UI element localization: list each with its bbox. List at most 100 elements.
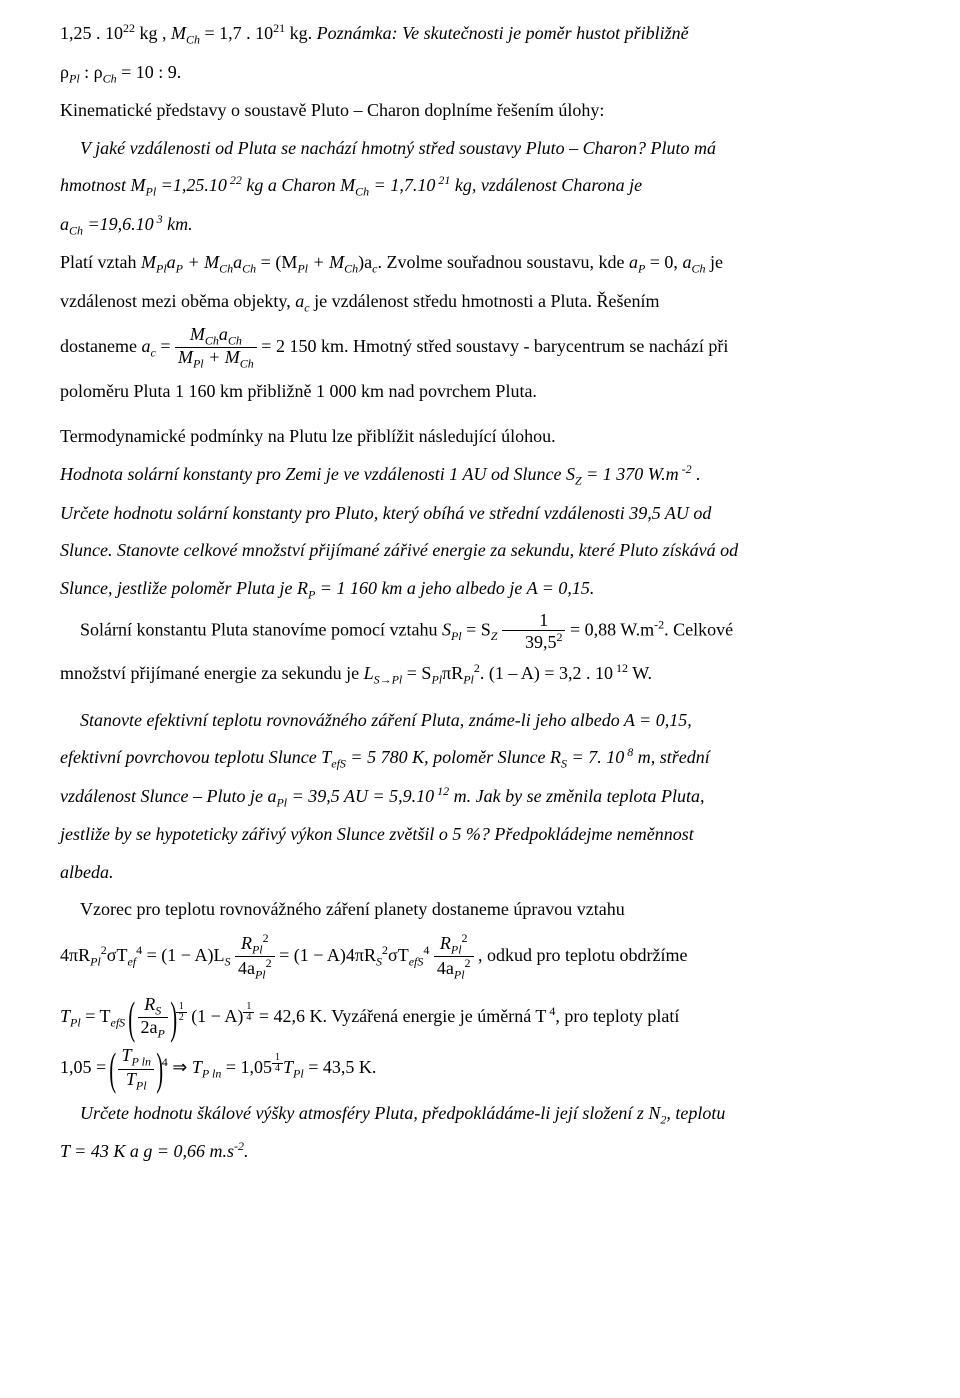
- p6m1: M: [141, 252, 156, 272]
- p25eq: = 1,05: [221, 1057, 272, 1077]
- p7: vzdálenost mezi oběma objekty,: [60, 291, 295, 311]
- p8dpl: + M: [204, 347, 240, 367]
- p26a: Určete hodnotu škálové výšky atmosféry P…: [80, 1103, 660, 1123]
- p8dc: Ch: [240, 356, 254, 370]
- p23pl3: Pl: [255, 967, 266, 981]
- p24T: T: [60, 1006, 70, 1026]
- p6pl2p: + M: [308, 252, 344, 272]
- p15-frac: 1 39,52: [502, 611, 566, 652]
- p1-eq-r: = 10 : 9.: [117, 62, 182, 82]
- p3: V jaké vzdálenosti od Pluta se nachází h…: [80, 138, 716, 158]
- p25T: T: [192, 1057, 202, 1077]
- p25T2: T: [283, 1057, 293, 1077]
- p15e: -2: [654, 618, 664, 632]
- p241mA: (1 − A): [191, 1006, 243, 1026]
- p23-frac1: RPl2 4aPl2: [235, 932, 275, 981]
- p1-rho-pl: Pl: [69, 71, 80, 85]
- p23d4a2: 4a: [437, 958, 454, 978]
- p21: albeda.: [60, 862, 114, 882]
- para-11: Hodnota solární konstanty pro Zemi je ve…: [60, 459, 912, 492]
- p25dPl: Pl: [136, 1078, 147, 1092]
- p14b: = 1 160 km a jeho albedo je A = 0,15.: [315, 578, 594, 598]
- p10: Termodynamické podmínky na Plutu lze při…: [60, 426, 556, 446]
- p11e: -2: [679, 462, 692, 476]
- p23e2: = (1 − A)4πR: [279, 945, 376, 965]
- p25Pln: P ln: [202, 1067, 221, 1081]
- p23pl: Pl: [90, 954, 101, 968]
- para-9: poloměru Pluta 1 160 km přibližně 1 000 …: [60, 376, 912, 408]
- p6s1: Pl: [156, 262, 167, 276]
- p15fde: 2: [556, 630, 562, 644]
- p18b: = 5 780 K, poloměr Slunce R: [346, 747, 561, 767]
- para-21: albeda.: [60, 857, 912, 889]
- para-5: aCh =19,6.10 3 km.: [60, 209, 912, 242]
- p23-frac2: RPl2 4aPl2: [434, 932, 474, 981]
- para-10: Termodynamické podmínky na Plutu lze při…: [60, 421, 912, 453]
- p4e: kg, vzdálenost Charona je: [450, 175, 642, 195]
- p8na: a: [219, 324, 228, 344]
- para-8: dostaneme ac = MChaCh MPl + MCh = 2 150 …: [60, 325, 912, 370]
- p11c: .: [692, 464, 701, 484]
- p9: poloměru Pluta 1 160 km přibližně 1 000 …: [60, 381, 537, 401]
- p23pl2: Pl: [252, 942, 263, 956]
- p24rest: Vyzářená energie je úměrná T: [331, 1006, 546, 1026]
- p19pl: Pl: [276, 795, 287, 809]
- p6ap: a: [167, 252, 176, 272]
- p16pi: πR: [442, 663, 463, 683]
- para-20: jestliže by se hypoteticky zářivý výkon …: [60, 819, 912, 851]
- p24nR: R: [144, 994, 155, 1014]
- p6pl2: Pl: [297, 262, 308, 276]
- p23n2: R: [440, 933, 451, 953]
- p8a: dostaneme: [60, 335, 141, 355]
- p1-ch-sub: Ch: [186, 33, 200, 47]
- p23pl3b: Pl: [454, 967, 465, 981]
- p23sig: σT: [107, 945, 128, 965]
- para-23-eq-line: 4πRPl2σTef4 = (1 − A)LS RPl2 4aPl2 = (1 …: [60, 932, 912, 981]
- p1-c: kg.: [285, 23, 317, 43]
- p6eq0: = 0,: [645, 252, 682, 272]
- p11: Hodnota solární konstanty pro Zemi je ve…: [60, 464, 575, 484]
- p25nT: T: [121, 1045, 131, 1065]
- p8b: = 2 150 km. Hmotný střed soustavy - bary…: [261, 335, 728, 355]
- p16pl: Pl: [431, 673, 442, 687]
- p8nc1: Ch: [205, 333, 219, 347]
- p16a: množství přijímané energie za sekundu je: [60, 663, 364, 683]
- p23sq2: 2: [263, 931, 269, 945]
- p11b: = 1 370 W.m: [582, 464, 679, 484]
- p6close: )a: [358, 252, 372, 272]
- p6je: je: [705, 252, 723, 272]
- half-exp: 12: [176, 1002, 187, 1024]
- quarter-exp: 14: [243, 1002, 254, 1024]
- p18e: 8: [624, 745, 633, 759]
- p23a: 4πR: [60, 945, 90, 965]
- p7ac: a: [295, 291, 304, 311]
- p15pl: Pl: [451, 629, 462, 643]
- p18c: = 7. 10: [567, 747, 624, 767]
- p24eq: = T: [81, 1006, 111, 1026]
- para-18: efektivní povrchovou teplotu Slunce TefS…: [60, 742, 912, 775]
- p25nPln: P ln: [132, 1055, 151, 1069]
- p5c: km.: [163, 214, 193, 234]
- p22: Vzorec pro teplotu rovnovážného záření p…: [80, 899, 625, 919]
- para-13: Slunce. Stanovte celkové množství přijím…: [60, 535, 912, 567]
- p6ch5: Ch: [691, 262, 705, 276]
- p1-a: 1,25 . 10: [60, 23, 123, 43]
- p16c: W.: [628, 663, 652, 683]
- p25arrow: ⇒: [172, 1057, 192, 1077]
- p19c: m. Jak by se změnila teplota Pluta,: [449, 786, 704, 806]
- p25-frac: TP ln TPl: [118, 1046, 153, 1091]
- p8eq: =: [156, 335, 175, 355]
- p1-M: M: [171, 23, 186, 43]
- para-16: množství přijímané energie za sekundu je…: [60, 658, 912, 691]
- p1-eq: = 1,7 . 10: [200, 23, 273, 43]
- p4d: = 1,7.10: [369, 175, 435, 195]
- p24pl: Pl: [70, 1015, 81, 1029]
- p11z: Z: [575, 474, 582, 488]
- p23d4a: 4a: [238, 958, 255, 978]
- p6ch2: Ch: [219, 262, 233, 276]
- p4e2: 21: [435, 173, 450, 187]
- p15z: Z: [491, 629, 498, 643]
- p25dT: T: [126, 1069, 136, 1089]
- p23e1: = (1 − A)L: [142, 945, 224, 965]
- p25pl2: Pl: [293, 1067, 304, 1081]
